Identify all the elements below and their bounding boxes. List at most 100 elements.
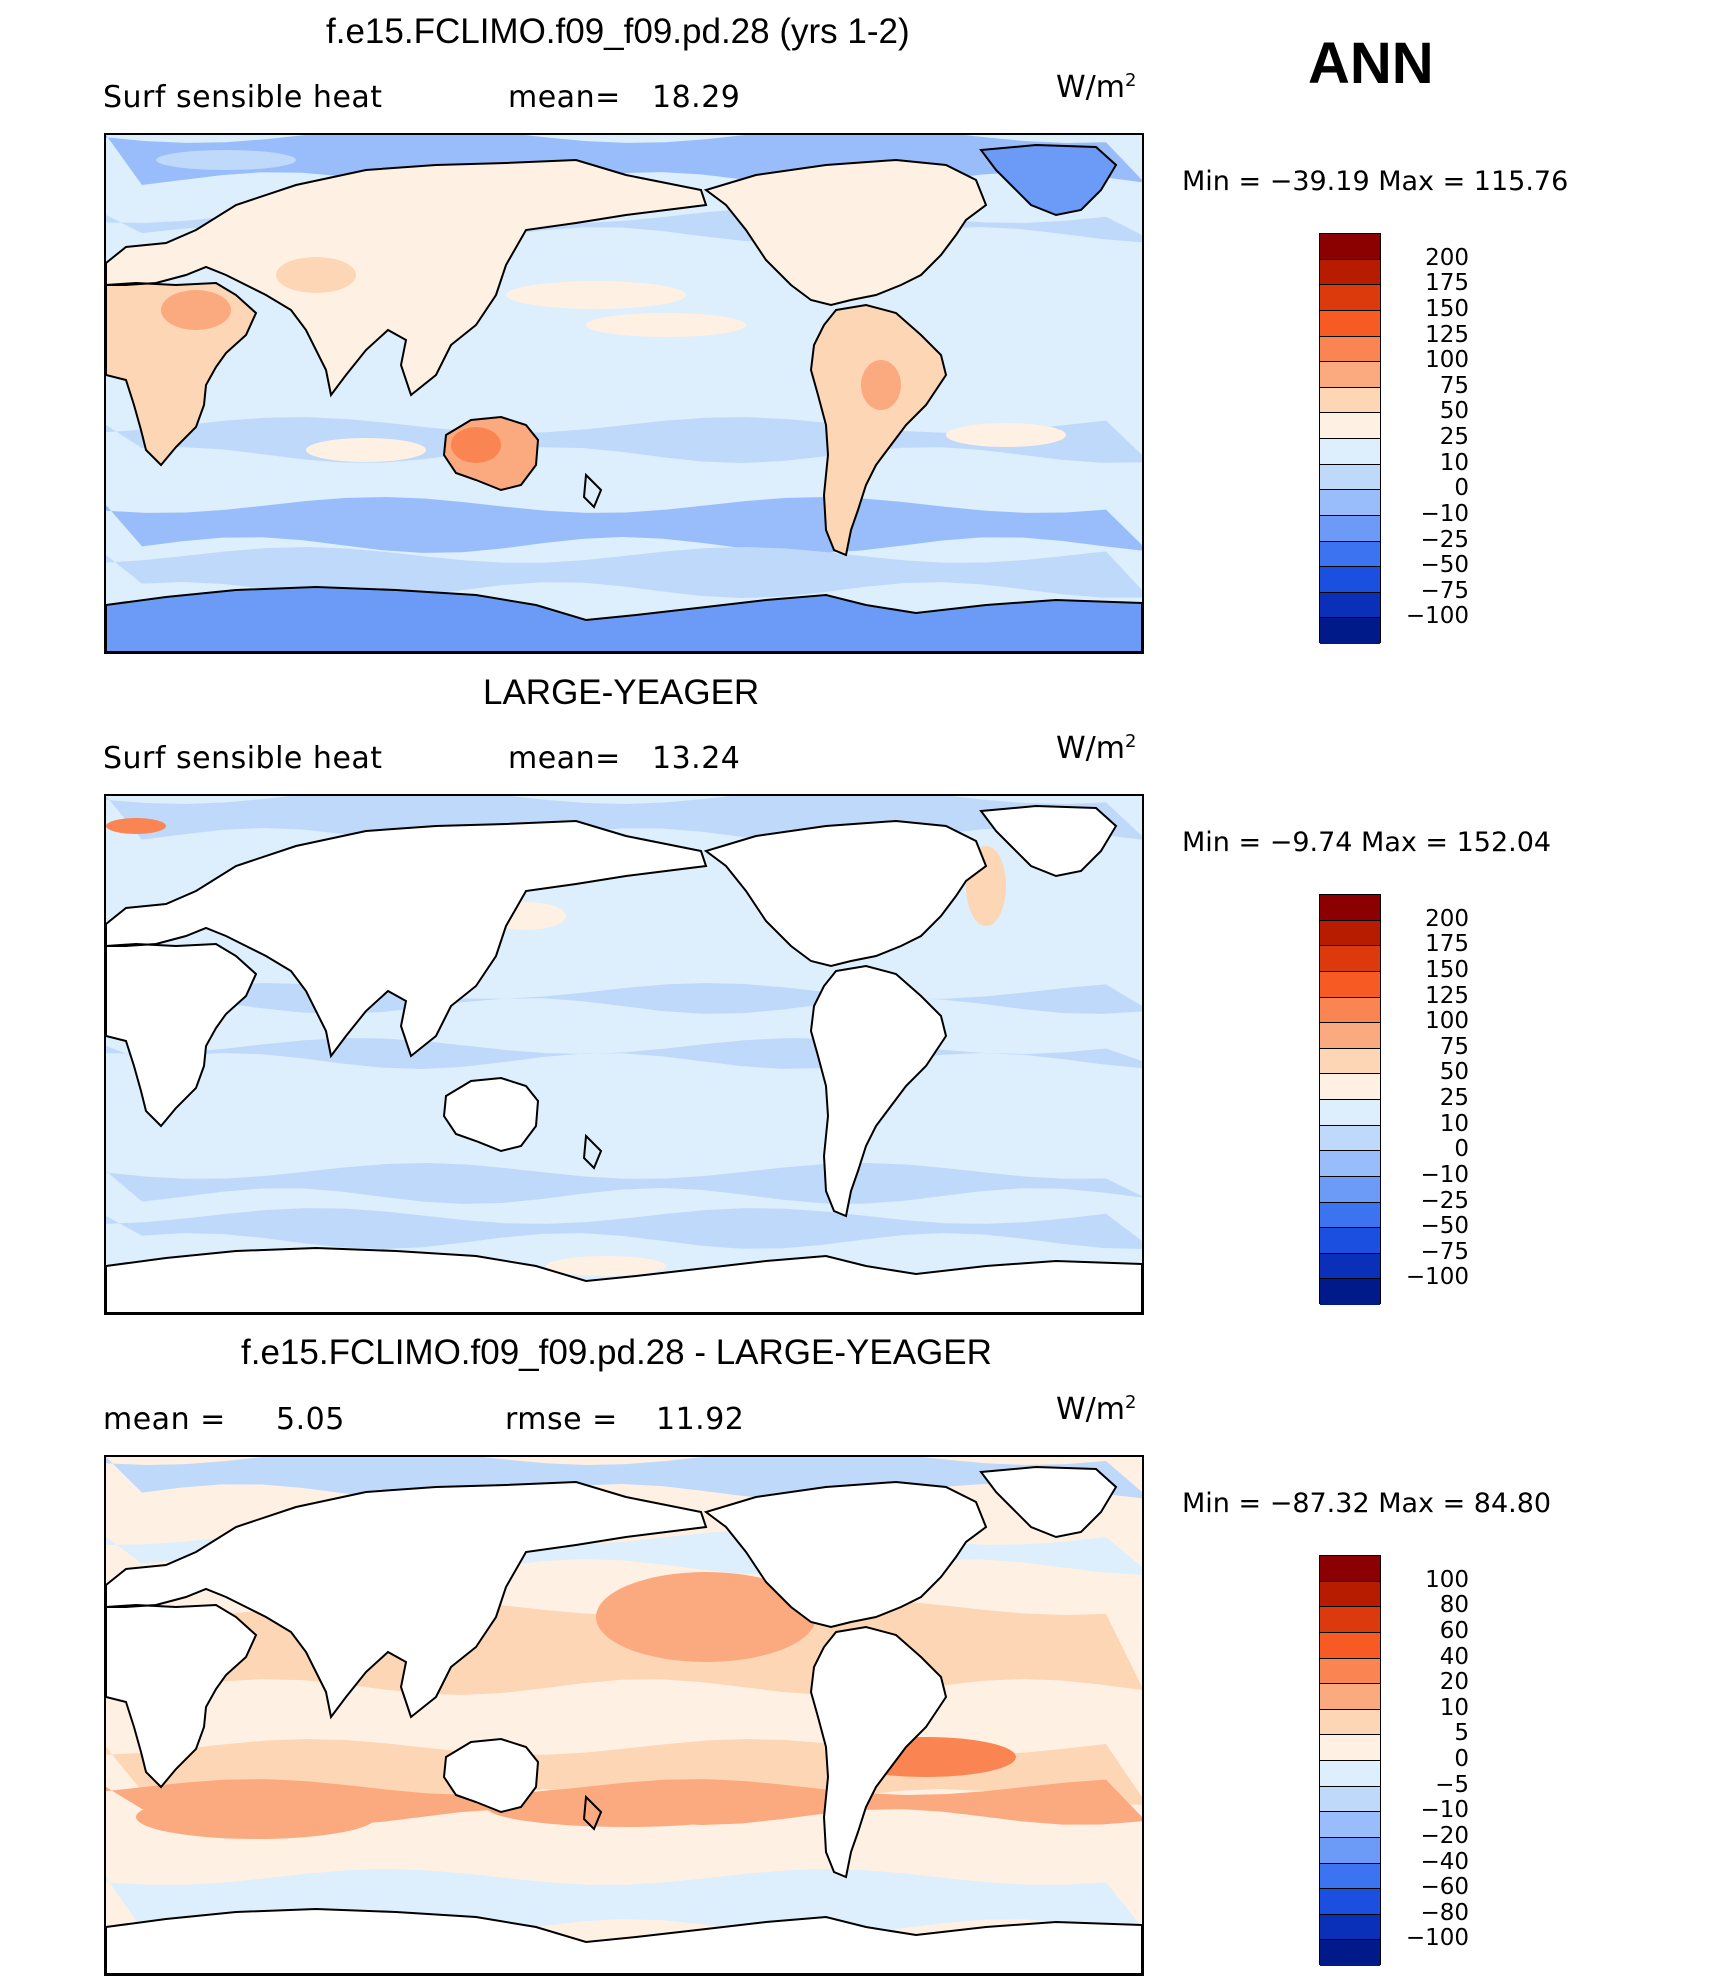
colorbar-tick-label: 25 bbox=[1439, 424, 1469, 450]
panel-2-variable-label: Surf sensible heat bbox=[103, 741, 383, 776]
panel-3-mean-label: mean = bbox=[103, 1402, 226, 1437]
colorbar-bin bbox=[1320, 1176, 1380, 1203]
map-shape bbox=[442, 1076, 540, 1153]
map-contour-patch bbox=[946, 423, 1066, 447]
colorbar-bin bbox=[1320, 1279, 1380, 1305]
colorbar-bin bbox=[1320, 387, 1380, 414]
map-contour-patch bbox=[596, 1572, 816, 1662]
map-shape bbox=[106, 497, 1142, 553]
colorbar-tick-label: −60 bbox=[1420, 1874, 1469, 1901]
colorbar-tick-label: −75 bbox=[1420, 577, 1469, 604]
panel-1-variable-label: Surf sensible heat bbox=[103, 80, 383, 115]
map-shape bbox=[106, 585, 1142, 652]
colorbar-tick-label: −100 bbox=[1405, 1925, 1469, 1952]
panel-3-map bbox=[104, 1455, 1144, 1976]
colorbar-tick-label: 0 bbox=[1454, 1136, 1469, 1163]
panel-1-units: W/m2 bbox=[1056, 70, 1137, 105]
colorbar-tick-label: 20 bbox=[1439, 1669, 1469, 1696]
colorbar-tick-label: 150 bbox=[1425, 295, 1469, 322]
colorbar-bin bbox=[1320, 515, 1380, 542]
colorbar-tick-label: 100 bbox=[1425, 347, 1469, 374]
colorbar-bin bbox=[1320, 1125, 1380, 1152]
colorbar-bin bbox=[1320, 310, 1380, 337]
colorbar-tick-label: −75 bbox=[1420, 1238, 1469, 1265]
panel-2-colorbar: 200 175 150 125 100 75 50 25 10 0 −10 −25 −50 −75 −100 bbox=[1319, 894, 1519, 1305]
map-shape bbox=[106, 1482, 706, 1717]
map-shape bbox=[106, 1163, 1142, 1204]
map-shape bbox=[106, 281, 258, 467]
colorbar-tick-label: 100 bbox=[1425, 1566, 1469, 1593]
map-contour-patch bbox=[861, 360, 901, 410]
colorbar-bin bbox=[1320, 1837, 1380, 1864]
map-shape bbox=[106, 1603, 258, 1789]
colorbar-bin bbox=[1320, 1709, 1380, 1736]
colorbar-tick-label: −50 bbox=[1420, 1213, 1469, 1240]
colorbar-tick-label: 200 bbox=[1425, 244, 1469, 271]
map-shape bbox=[979, 1465, 1118, 1539]
map-shape bbox=[106, 1208, 1142, 1249]
colorbar-bin bbox=[1320, 1202, 1380, 1229]
panel-3-units: W/m2 bbox=[1056, 1392, 1137, 1427]
panel-2-map bbox=[104, 794, 1144, 1315]
colorbar-tick-label: 125 bbox=[1425, 321, 1469, 348]
colorbar-tick-label: −25 bbox=[1420, 1187, 1469, 1214]
map-shape bbox=[809, 303, 948, 557]
panel-2-minmax: Min = −9.74 Max = 152.04 bbox=[1182, 827, 1552, 858]
colorbar-bin bbox=[1320, 1556, 1380, 1582]
colorbar-bin bbox=[1320, 971, 1380, 998]
colorbar-tick-label: 0 bbox=[1454, 475, 1469, 502]
colorbar-tick-label: −100 bbox=[1405, 1264, 1469, 1291]
panel-1-minmax: Min = −39.19 Max = 115.76 bbox=[1182, 166, 1569, 197]
map-contour-patch bbox=[306, 438, 426, 462]
colorbar-tick-label: 80 bbox=[1439, 1592, 1469, 1619]
map-shape bbox=[442, 415, 540, 492]
colorbar-tick-label: 60 bbox=[1439, 1617, 1469, 1644]
colorbar-bin bbox=[1320, 1812, 1380, 1838]
colorbar-bin bbox=[1320, 285, 1380, 311]
colorbar-bin bbox=[1320, 1658, 1380, 1685]
colorbar-bin bbox=[1320, 1023, 1380, 1049]
panel-3-rmse-value: 11.92 bbox=[656, 1402, 745, 1437]
colorbar-bin bbox=[1320, 1889, 1380, 1915]
colorbar-tick-label: 150 bbox=[1425, 956, 1469, 983]
colorbar-bin bbox=[1320, 413, 1380, 439]
colorbar-bin bbox=[1320, 946, 1380, 972]
map-shape bbox=[106, 587, 1142, 652]
colorbar-tick-label: −25 bbox=[1420, 526, 1469, 553]
colorbar-tick-label: 10 bbox=[1439, 449, 1469, 476]
colorbar-tick-label: 100 bbox=[1425, 1008, 1469, 1035]
colorbar-bin bbox=[1320, 1253, 1380, 1280]
colorbar-bin bbox=[1320, 1607, 1380, 1633]
map-shape bbox=[106, 819, 708, 1059]
map-contour-patch bbox=[506, 281, 686, 309]
colorbar-tick-label: 0 bbox=[1454, 1746, 1469, 1772]
colorbar-bin bbox=[1320, 1940, 1380, 1966]
map-shape bbox=[811, 966, 946, 1216]
colorbar-tick-label: 175 bbox=[1425, 931, 1469, 958]
panel-1-mean-label: mean= bbox=[508, 80, 621, 115]
colorbar-swatches bbox=[1319, 233, 1381, 644]
colorbar-tick-label: 200 bbox=[1425, 905, 1469, 932]
colorbar-bin bbox=[1320, 234, 1380, 260]
colorbar-tick-label: 175 bbox=[1425, 270, 1469, 297]
season-label: ANN bbox=[1308, 31, 1434, 96]
colorbar-bin bbox=[1320, 1786, 1380, 1813]
colorbar-tick-label: 10 bbox=[1439, 1694, 1469, 1721]
panel-2-mean-label: mean= bbox=[508, 741, 621, 776]
map-shape bbox=[981, 1467, 1116, 1537]
panel-1-map bbox=[104, 133, 1144, 654]
colorbar-bin bbox=[1320, 464, 1380, 491]
colorbar-tick-label: 75 bbox=[1439, 1033, 1469, 1060]
map-shape bbox=[981, 806, 1116, 876]
map-contour-patch bbox=[106, 818, 166, 834]
colorbar-tick-label: −40 bbox=[1420, 1848, 1469, 1875]
map-shape bbox=[106, 547, 1142, 598]
colorbar-tick-label: −50 bbox=[1420, 552, 1469, 579]
map-shape bbox=[106, 1907, 1142, 1974]
panel-3-map-svg bbox=[106, 1457, 1142, 1974]
map-shape bbox=[106, 1246, 1142, 1313]
colorbar-tick-label: −100 bbox=[1405, 603, 1469, 630]
colorbar-bin bbox=[1320, 997, 1380, 1024]
panel-3-rmse-label: rmse = bbox=[505, 1402, 618, 1437]
map-shape bbox=[703, 158, 988, 307]
